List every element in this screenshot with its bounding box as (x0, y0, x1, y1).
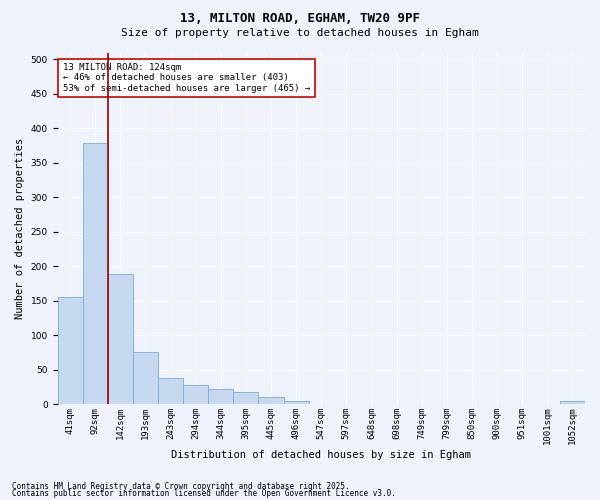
Bar (233, 392, 259, 404)
Bar (83, 144, 108, 404)
Text: Contains public sector information licensed under the Open Government Licence v3: Contains public sector information licen… (12, 489, 396, 498)
Bar (284, 400, 309, 404)
Text: Contains HM Land Registry data © Crown copyright and database right 2025.: Contains HM Land Registry data © Crown c… (12, 482, 350, 491)
Bar (108, 274, 133, 404)
Bar (133, 352, 158, 404)
Text: 13 MILTON ROAD: 124sqm
← 46% of detached houses are smaller (403)
53% of semi-de: 13 MILTON ROAD: 124sqm ← 46% of detached… (63, 63, 310, 93)
Y-axis label: Number of detached properties: Number of detached properties (15, 138, 25, 319)
Bar (58, 297, 83, 404)
Text: Size of property relative to detached houses in Egham: Size of property relative to detached ho… (121, 28, 479, 38)
Bar (158, 378, 183, 404)
Text: 13, MILTON ROAD, EGHAM, TW20 9PF: 13, MILTON ROAD, EGHAM, TW20 9PF (180, 12, 420, 26)
Bar (183, 386, 208, 404)
Bar (208, 389, 233, 404)
Bar (259, 397, 284, 404)
Bar (560, 400, 585, 404)
X-axis label: Distribution of detached houses by size in Egham: Distribution of detached houses by size … (171, 450, 471, 460)
